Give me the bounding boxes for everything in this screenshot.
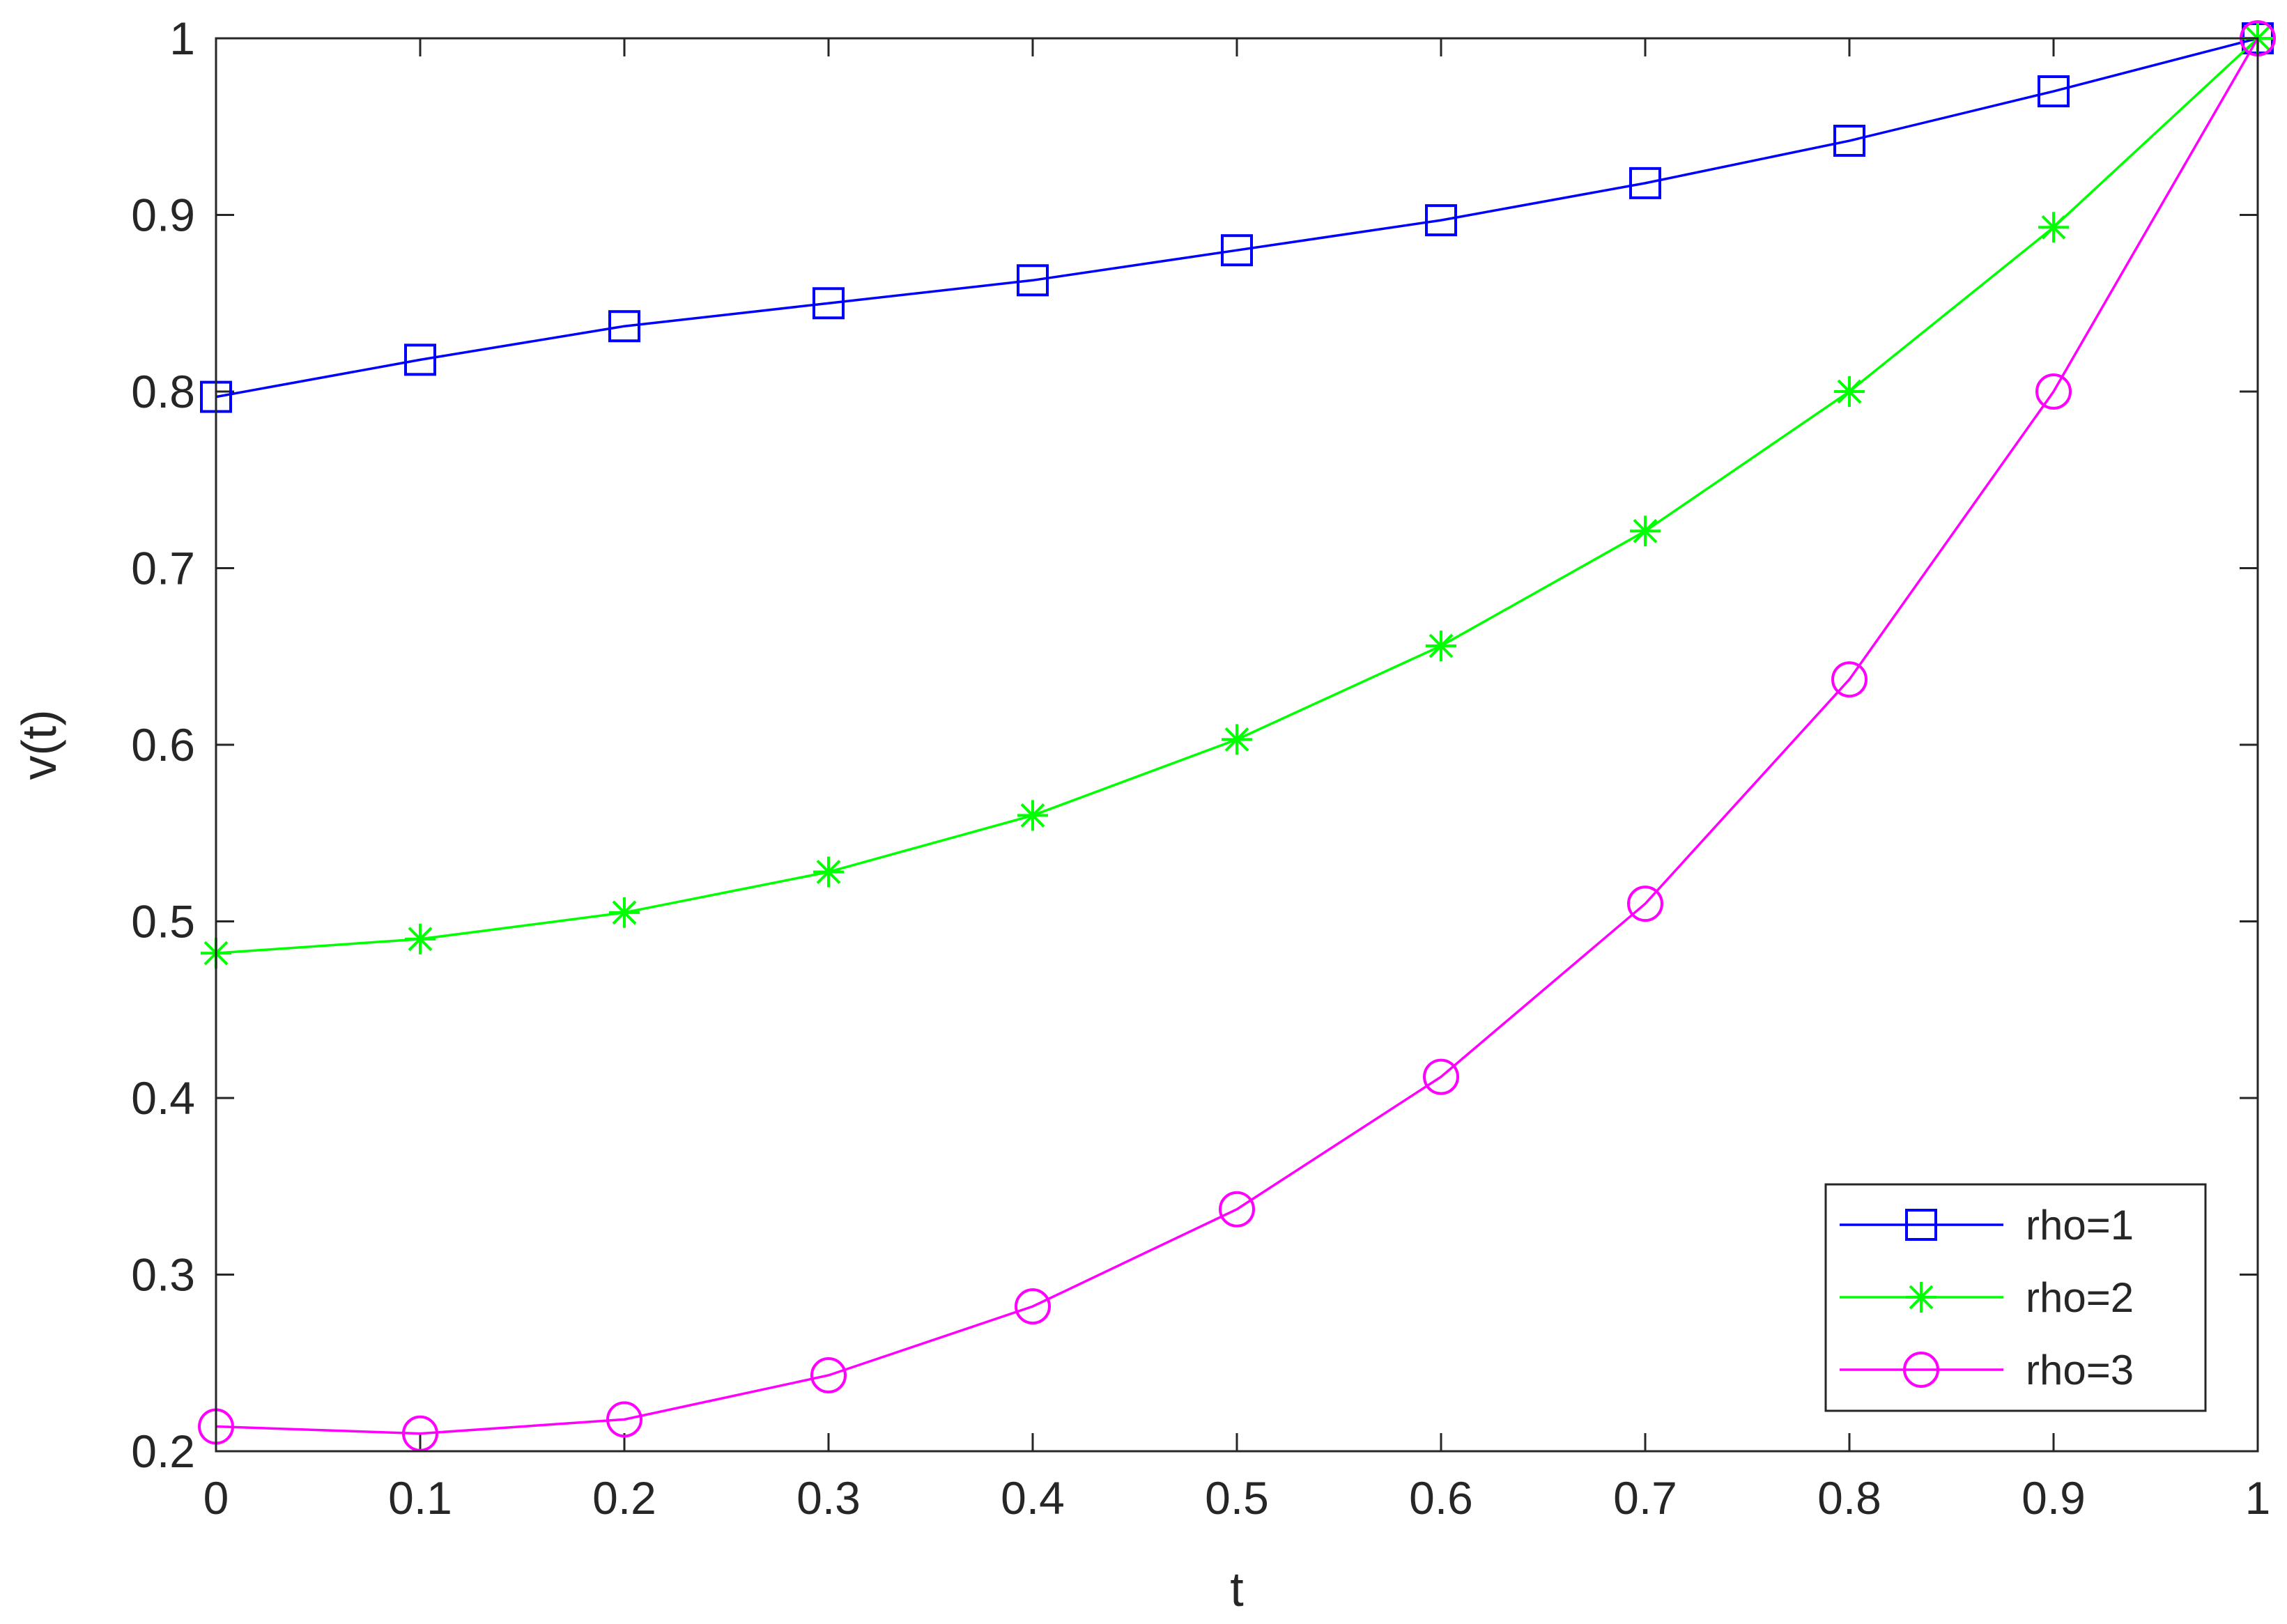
data-point (1017, 264, 1049, 297)
x-tick-label: 0.5 (1205, 1472, 1269, 1524)
data-point (2038, 75, 2070, 108)
legend-marker (1905, 1209, 1937, 1241)
x-axis-label: t (1230, 1562, 1243, 1616)
y-tick-label: 0.5 (131, 896, 195, 948)
legend-marker (1906, 1282, 1936, 1313)
data-point (2038, 212, 2069, 243)
y-tick-label: 1 (169, 13, 195, 64)
data-point (1221, 234, 1253, 267)
data-point (1627, 886, 1663, 922)
data-point (1015, 1288, 1051, 1325)
legend-label: rho=2 (2026, 1274, 2134, 1321)
plot-area-frame (215, 37, 2259, 1453)
x-tick-label: 0.3 (796, 1472, 861, 1524)
data-point (404, 343, 436, 376)
data-point (813, 287, 845, 320)
data-point (1426, 631, 1456, 662)
data-point (1425, 204, 1457, 237)
x-tick-label: 0.6 (1409, 1472, 1473, 1524)
data-point (405, 923, 436, 954)
series-line (215, 38, 2259, 1435)
x-tick-label: 0.1 (388, 1472, 452, 1524)
legend: rho=1 rho=2 rho=3 (1824, 1183, 2207, 1412)
x-tick-label: 0.7 (1613, 1472, 1677, 1524)
data-point (606, 1401, 642, 1438)
y-tick-label: 0.3 (131, 1249, 195, 1301)
y-tick-label: 0.7 (131, 543, 195, 594)
data-point (2035, 373, 2072, 410)
data-point (1833, 125, 1865, 157)
x-tick-label: 1 (2245, 1472, 2271, 1524)
legend-label: rho=3 (2026, 1347, 2134, 1393)
x-tick-label: 0.2 (592, 1472, 656, 1524)
data-point (1219, 1191, 1255, 1228)
data-point (1222, 724, 1252, 755)
data-point (608, 310, 640, 343)
data-point (609, 897, 640, 928)
series-rho-3 (198, 20, 2276, 1452)
y-tick-label: 0.4 (131, 1072, 195, 1124)
x-tick-label: 0 (203, 1472, 229, 1524)
legend-item: rho=2 (1840, 1274, 2134, 1321)
series-rho-1 (200, 22, 2274, 413)
x-tick-label: 0.4 (1001, 1472, 1065, 1524)
legend-label: rho=1 (2026, 1202, 2134, 1248)
y-tick-label: 0.2 (131, 1425, 195, 1477)
x-tick-label: 0.8 (1817, 1472, 1881, 1524)
legend-marker (1903, 1352, 1939, 1388)
data-point (1630, 516, 1661, 547)
y-tick-label: 0.8 (131, 366, 195, 417)
legend-item: rho=3 (1840, 1347, 2134, 1393)
axis-ticks: 0 0.1 0.2 0.3 0.4 0.5 0.6 0.7 0.8 0.9 1 0.2 0.3 0.4 0.… (131, 13, 2270, 1524)
data-point (1834, 376, 1865, 407)
data-point (1017, 800, 1048, 831)
data-point (1629, 167, 1661, 199)
data-point (810, 1356, 847, 1393)
data-point (813, 856, 844, 888)
legend-item: rho=1 (1840, 1202, 2134, 1248)
y-axis-label: v(t) (12, 709, 66, 780)
y-tick-label: 0.6 (131, 719, 195, 771)
y-tick-label: 0.9 (131, 190, 195, 241)
series-line (215, 37, 2258, 399)
x-tick-label: 0.9 (2022, 1472, 2086, 1524)
data-point (1423, 1058, 1459, 1095)
data-point (1831, 661, 1868, 698)
